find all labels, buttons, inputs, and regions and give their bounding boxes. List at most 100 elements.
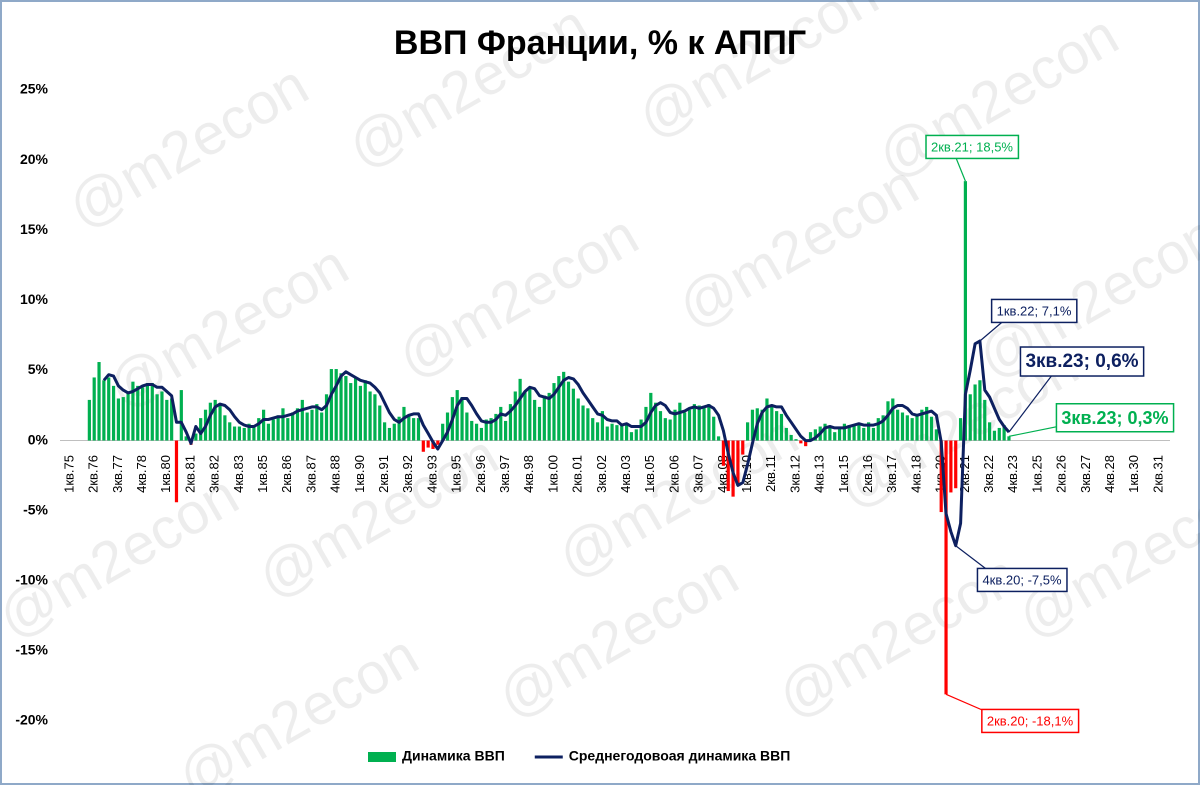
bar xyxy=(668,419,672,441)
x-tick-label: 4кв.18 xyxy=(908,455,923,493)
bar xyxy=(1002,425,1006,441)
x-tick-label: 2кв.76 xyxy=(86,455,101,493)
x-tick-label: 2кв.11 xyxy=(763,455,778,492)
bar xyxy=(116,398,120,441)
line xyxy=(102,339,1011,548)
bar xyxy=(857,423,861,441)
bar xyxy=(775,411,779,441)
bar xyxy=(591,418,595,441)
bar xyxy=(833,432,837,441)
bar xyxy=(194,433,198,441)
bar xyxy=(634,429,638,441)
bar xyxy=(242,427,246,441)
bar xyxy=(581,405,585,441)
bar xyxy=(513,391,517,441)
bar xyxy=(441,423,445,441)
bar xyxy=(87,399,91,441)
bar xyxy=(649,392,653,441)
bar xyxy=(228,422,232,441)
bar xyxy=(673,409,677,441)
bar xyxy=(799,440,803,444)
bar xyxy=(610,423,614,441)
bar xyxy=(184,436,188,441)
bar xyxy=(523,391,527,441)
bar xyxy=(107,377,111,441)
bar xyxy=(363,380,367,441)
bar xyxy=(978,380,982,441)
x-tick-label: 2кв.91 xyxy=(376,455,391,493)
bar xyxy=(121,397,125,441)
bar xyxy=(276,415,280,441)
bar xyxy=(808,432,813,441)
bar xyxy=(905,415,909,441)
bar xyxy=(804,440,808,447)
bar xyxy=(562,371,566,441)
bar xyxy=(368,391,372,441)
x-tick-label: 4кв.13 xyxy=(812,455,827,493)
bar xyxy=(392,423,396,441)
bar xyxy=(658,411,663,441)
bar xyxy=(968,394,972,441)
bar xyxy=(741,440,745,455)
bar xyxy=(528,387,532,441)
bar xyxy=(247,423,251,441)
bar xyxy=(213,399,217,441)
x-tick-label: 4кв.23 xyxy=(1005,455,1020,493)
callout-box xyxy=(976,567,1068,593)
bar xyxy=(232,426,237,441)
x-tick-label: 1кв.75 xyxy=(61,455,76,493)
x-tick-label: 4кв.88 xyxy=(328,455,343,493)
bar xyxy=(237,426,241,441)
legend-label: Среднегодовоая динамика ВВП xyxy=(569,748,791,764)
bar xyxy=(499,406,503,441)
x-tick-label: 3кв.87 xyxy=(303,455,318,493)
bar xyxy=(378,405,382,441)
bar xyxy=(871,427,876,441)
bar xyxy=(344,376,348,441)
bar xyxy=(295,408,300,441)
x-tick-label: 4кв.83 xyxy=(231,455,246,493)
callout-box xyxy=(1055,403,1175,433)
y-tick-label: -15% xyxy=(15,642,48,658)
bar xyxy=(837,427,842,441)
bar xyxy=(654,402,658,441)
x-tick-label: 2кв.16 xyxy=(860,455,875,493)
legend-swatch xyxy=(368,752,396,762)
bar xyxy=(315,404,319,441)
y-tick-label: 10% xyxy=(20,291,49,307)
callout-box xyxy=(981,708,1080,734)
x-tick-label: 3кв.77 xyxy=(110,455,125,493)
bar xyxy=(620,423,624,441)
bar xyxy=(712,416,716,441)
x-tick-label: 2кв.26 xyxy=(1054,455,1069,493)
bar xyxy=(876,418,880,441)
x-tick-label: 3кв.17 xyxy=(884,455,899,493)
x-tick-label: 4кв.28 xyxy=(1102,455,1117,493)
bar xyxy=(349,383,353,441)
bar xyxy=(324,394,329,441)
x-tick-label: 3кв.82 xyxy=(207,455,222,493)
bar xyxy=(320,412,324,441)
x-tick-label: 3кв.27 xyxy=(1078,455,1093,493)
bar xyxy=(310,409,314,441)
bar xyxy=(557,376,561,441)
legend-label: Динамика ВВП xyxy=(402,748,505,764)
bar xyxy=(973,384,977,441)
y-tick-label: -20% xyxy=(15,712,48,728)
bar xyxy=(518,378,522,441)
bar xyxy=(605,426,609,441)
x-tick-label: 3кв.02 xyxy=(594,455,609,493)
y-tick-label: -10% xyxy=(15,571,48,587)
bar xyxy=(223,415,227,441)
x-tick-label: 2кв.31 xyxy=(1150,455,1165,493)
bar xyxy=(813,429,817,441)
bar xyxy=(983,399,987,441)
bar xyxy=(944,440,948,695)
bar xyxy=(823,423,827,441)
bar xyxy=(828,427,832,441)
data-label: 3кв.23; 0,3% xyxy=(1061,408,1168,428)
bar xyxy=(920,409,924,441)
bar xyxy=(789,434,793,441)
x-tick-label: 1кв.15 xyxy=(836,455,851,493)
